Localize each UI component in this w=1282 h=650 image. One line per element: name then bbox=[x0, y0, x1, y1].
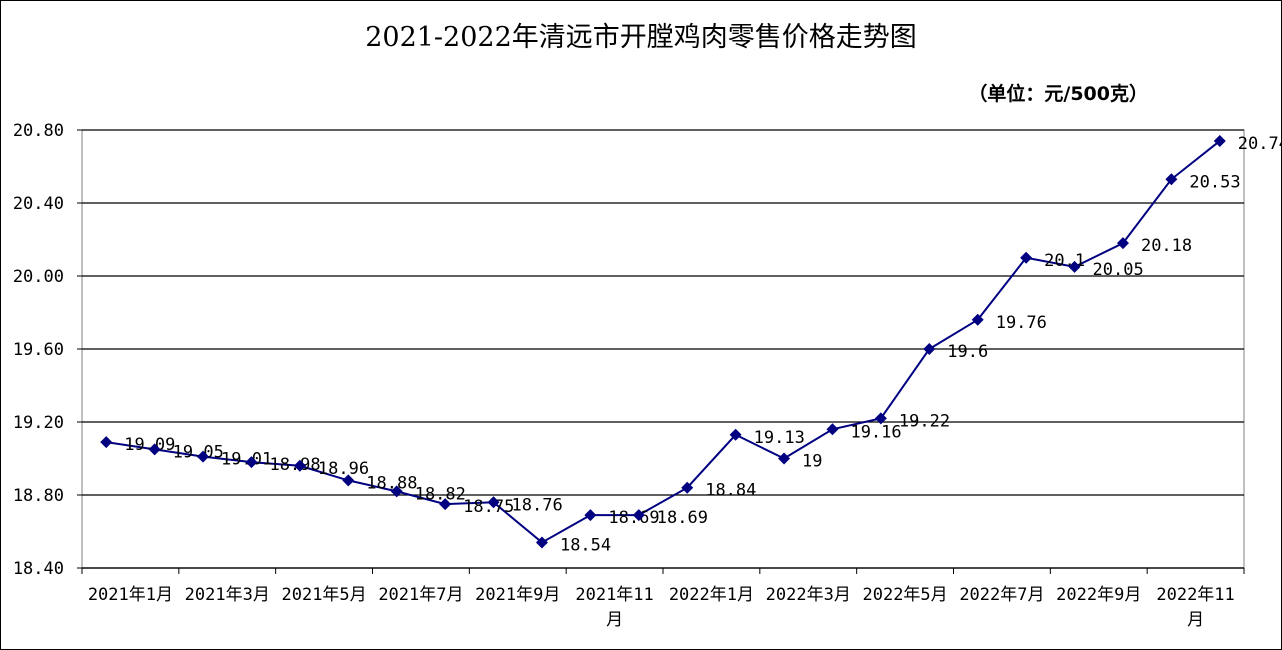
data-label: 18.84 bbox=[705, 481, 756, 501]
data-point bbox=[971, 313, 984, 326]
data-label: 19.16 bbox=[850, 422, 901, 442]
data-label: 18.76 bbox=[512, 495, 563, 515]
y-tick-label: 20.40 bbox=[13, 194, 64, 214]
data-label: 19.6 bbox=[947, 342, 988, 362]
data-point bbox=[584, 509, 597, 522]
series-line bbox=[106, 140, 1221, 544]
data-label: 18.88 bbox=[366, 473, 417, 493]
x-tick-label: 2021年11 bbox=[575, 585, 653, 605]
data-point bbox=[1213, 134, 1226, 147]
y-tick-label: 19.60 bbox=[13, 340, 64, 360]
data-point bbox=[1165, 173, 1178, 186]
x-tick-label: 2022年7月 bbox=[959, 585, 1044, 605]
data-point bbox=[729, 428, 742, 441]
x-tick-label: 2021年1月 bbox=[88, 585, 173, 605]
data-point bbox=[681, 481, 694, 494]
x-tick-label: 2022年5月 bbox=[862, 585, 947, 605]
data-label: 19.05 bbox=[173, 442, 224, 462]
data-point bbox=[342, 474, 355, 487]
data-point bbox=[245, 456, 258, 469]
data-label: 18.69 bbox=[657, 508, 708, 528]
data-label: 18.69 bbox=[608, 508, 659, 528]
unit-label: （单位：元/500克） bbox=[968, 83, 1148, 105]
data-point bbox=[632, 509, 645, 522]
x-tick-label: 2022年9月 bbox=[1056, 585, 1141, 605]
y-tick-label: 19.20 bbox=[13, 413, 64, 433]
x-tick-label: 2021年7月 bbox=[378, 585, 463, 605]
x-tick-label: 2021年5月 bbox=[281, 585, 366, 605]
data-point bbox=[293, 459, 306, 472]
data-point bbox=[778, 452, 791, 465]
x-tick-label: 2021年3月 bbox=[185, 585, 270, 605]
data-label: 19 bbox=[802, 452, 822, 472]
x-tick-label: 2022年1月 bbox=[669, 585, 754, 605]
data-point bbox=[197, 450, 210, 463]
data-label: 20.53 bbox=[1189, 172, 1240, 192]
data-label: 20.74 bbox=[1238, 134, 1281, 154]
y-tick-label: 18.40 bbox=[13, 559, 64, 579]
data-point bbox=[874, 412, 887, 425]
chart-title: 2021-2022年清远市开膛鸡肉零售价格走势图 bbox=[365, 22, 917, 53]
data-label: 19.76 bbox=[996, 313, 1047, 333]
data-point bbox=[923, 343, 936, 355]
data-point bbox=[100, 436, 113, 449]
data-point bbox=[1116, 237, 1129, 250]
x-tick-label: 2022年3月 bbox=[766, 585, 851, 605]
data-label: 18.96 bbox=[318, 459, 369, 479]
data-point bbox=[1020, 251, 1033, 264]
data-point bbox=[148, 443, 161, 456]
data-point bbox=[487, 496, 500, 509]
data-point bbox=[1068, 260, 1081, 273]
x-tick-label: 2022年11 bbox=[1156, 585, 1234, 605]
data-label: 20.18 bbox=[1141, 236, 1192, 256]
x-tick-label: 月 bbox=[606, 610, 623, 630]
x-tick-label: 2021年9月 bbox=[475, 585, 560, 605]
data-label: 19.13 bbox=[754, 428, 805, 448]
data-label: 19.22 bbox=[899, 411, 950, 431]
data-label: 19.09 bbox=[124, 435, 175, 455]
data-label: 18.82 bbox=[415, 484, 466, 504]
data-label: 20.05 bbox=[1093, 260, 1144, 280]
data-label: 18.75 bbox=[463, 497, 514, 517]
y-tick-label: 18.80 bbox=[13, 486, 64, 506]
x-tick-label: 月 bbox=[1187, 610, 1204, 630]
data-point bbox=[826, 423, 839, 436]
y-tick-label: 20.00 bbox=[13, 267, 64, 287]
data-point bbox=[390, 485, 403, 498]
data-label: 18.54 bbox=[560, 535, 611, 555]
data-point bbox=[535, 536, 548, 549]
y-tick-label: 20.80 bbox=[13, 121, 64, 141]
data-label: 19.01 bbox=[221, 450, 272, 470]
data-point bbox=[439, 498, 452, 511]
